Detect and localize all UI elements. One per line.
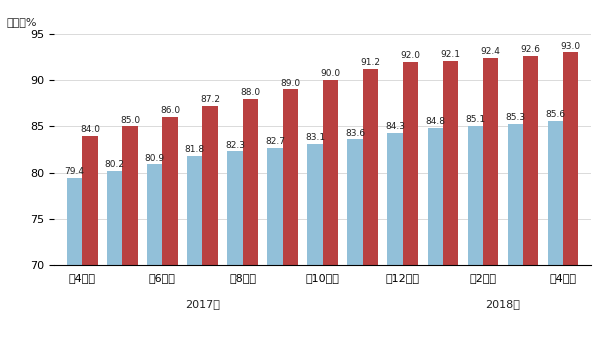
Text: 79.4: 79.4 [65,167,84,176]
Bar [508,124,523,340]
Bar [523,56,538,340]
Bar [362,69,378,340]
Text: 2017年: 2017年 [185,299,220,309]
Text: 88.0: 88.0 [240,88,260,97]
Bar [323,80,338,340]
Bar [548,121,563,340]
Text: 84.8: 84.8 [425,118,445,126]
Bar [227,151,242,340]
Bar [203,106,218,340]
Text: 81.8: 81.8 [185,145,205,154]
Text: 89.0: 89.0 [280,79,300,88]
Text: 92.0: 92.0 [400,51,420,60]
Text: 85.1: 85.1 [465,115,485,124]
Text: 83.6: 83.6 [345,129,365,138]
Bar [242,99,257,340]
Bar [162,117,178,340]
Bar [308,144,323,340]
Text: 82.7: 82.7 [265,137,285,146]
Text: 85.6: 85.6 [545,110,566,119]
Bar [82,136,98,340]
Text: 92.6: 92.6 [520,45,540,54]
Bar [563,52,578,340]
Text: 92.4: 92.4 [481,47,500,56]
Text: 90.0: 90.0 [320,69,340,79]
Text: 85.0: 85.0 [120,116,140,125]
Text: 93.0: 93.0 [560,41,581,51]
Bar [188,156,203,340]
Text: 84.0: 84.0 [80,125,100,134]
Bar [267,148,283,340]
Text: 83.1: 83.1 [305,133,325,142]
Bar [443,61,458,340]
Text: 86.0: 86.0 [160,106,180,115]
Bar [67,178,82,340]
Bar [483,58,498,340]
Text: 80.2: 80.2 [105,160,125,169]
Bar [147,165,162,340]
Text: 单位：%: 单位：% [6,17,37,27]
Text: 85.3: 85.3 [505,113,525,122]
Text: 87.2: 87.2 [200,95,220,104]
Bar [283,89,298,340]
Bar [467,125,483,340]
Bar [107,171,122,340]
Text: 92.1: 92.1 [440,50,460,59]
Bar [388,133,403,340]
Text: 2018年: 2018年 [485,299,520,309]
Text: 80.9: 80.9 [145,154,165,163]
Bar [428,128,443,340]
Text: 91.2: 91.2 [360,58,380,67]
Text: 84.3: 84.3 [385,122,405,131]
Text: 82.3: 82.3 [225,141,245,150]
Bar [403,62,418,340]
Bar [347,139,362,340]
Bar [122,126,137,340]
